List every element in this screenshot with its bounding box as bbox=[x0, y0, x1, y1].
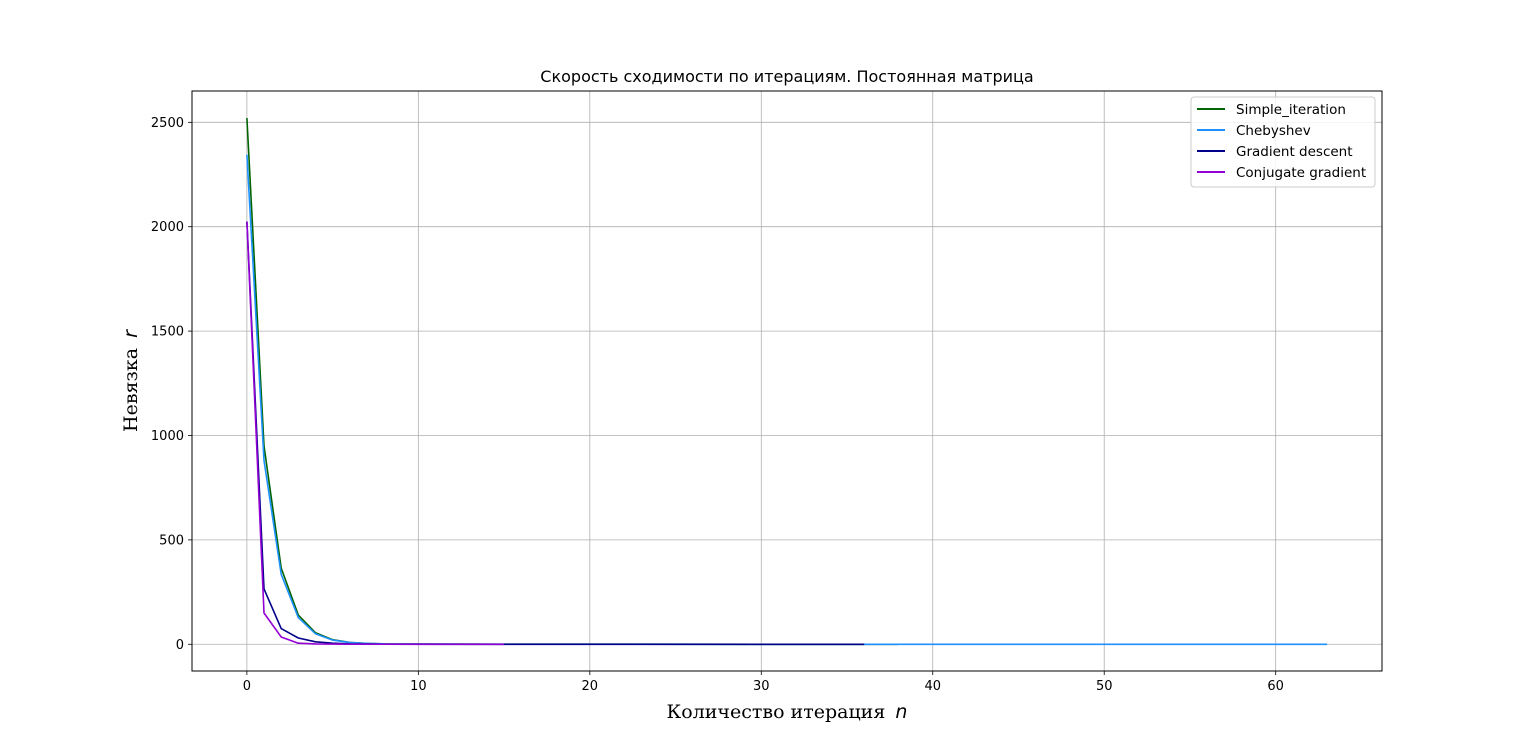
legend-label-simple-iteration: Simple_iteration bbox=[1236, 102, 1346, 118]
series-line-conjugate-gradient bbox=[246, 221, 505, 646]
x-tick-label: 10 bbox=[410, 679, 427, 694]
y-axis-label-text: Невязка bbox=[120, 348, 142, 432]
y-tick-label: 2500 bbox=[151, 116, 184, 131]
legend: Simple_iteration Chebyshev Gradient descen… bbox=[1190, 96, 1376, 188]
x-axis-label-variable: n bbox=[895, 701, 907, 723]
y-tick-label: 0 bbox=[176, 638, 184, 653]
legend-label-chebyshev: Chebyshev bbox=[1236, 123, 1311, 139]
x-tick-label: 20 bbox=[582, 679, 599, 694]
series-layer bbox=[246, 118, 1328, 646]
x-tick-label: 30 bbox=[753, 679, 770, 694]
x-axis-label: Количество итерация n bbox=[667, 701, 908, 723]
y-tick-label: 1000 bbox=[151, 429, 184, 444]
y-axis-label-variable: r bbox=[120, 329, 142, 338]
plot-frame bbox=[191, 90, 1383, 672]
y-axis-label: Невязка r bbox=[120, 329, 142, 432]
legend-box bbox=[1190, 96, 1376, 188]
y-axis: 0 500 1000 1500 2000 2500 bbox=[151, 116, 192, 653]
x-tick-label: 50 bbox=[1096, 679, 1113, 694]
x-tick-label: 60 bbox=[1267, 679, 1284, 694]
x-axis-label-text: Количество итерация bbox=[667, 701, 886, 723]
y-tick-label: 1500 bbox=[151, 325, 184, 340]
legend-label-conjugate-gradient: Conjugate gradient bbox=[1236, 165, 1366, 181]
chart-title: Скорость сходимости по итерациям. Постоя… bbox=[540, 67, 1033, 86]
x-tick-label: 40 bbox=[924, 679, 941, 694]
x-axis: 0 10 20 30 40 50 60 bbox=[243, 671, 1284, 694]
legend-label-gradient-descent: Gradient descent bbox=[1236, 144, 1353, 160]
x-tick-label: 0 bbox=[243, 679, 251, 694]
y-tick-label: 500 bbox=[159, 533, 184, 548]
y-tick-label: 2000 bbox=[151, 220, 184, 235]
